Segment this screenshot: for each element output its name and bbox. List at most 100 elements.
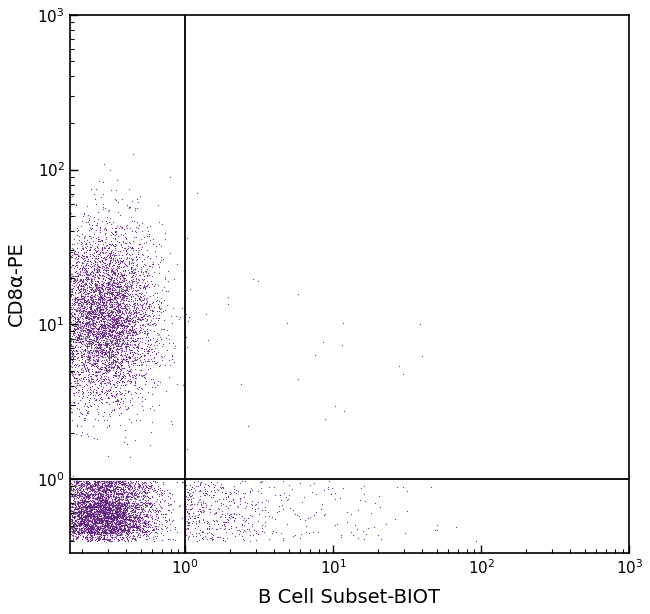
Point [1,383,12,393]
Point [76,488,86,498]
Point [102,386,112,395]
Point [89,292,99,301]
Point [118,524,129,534]
Point [74,360,85,370]
Point [77,293,88,303]
Point [111,328,122,338]
Point [43,336,53,346]
Point [83,480,94,489]
Point [133,313,144,322]
Point [77,376,87,386]
Point [95,270,105,280]
Point [142,276,153,286]
Point [60,368,70,378]
Point [96,500,106,510]
Point [112,491,123,500]
Point [106,362,116,372]
Point [86,510,97,520]
Point [93,527,103,537]
Point [12,252,22,262]
Point [61,306,72,316]
Point [99,502,109,512]
Point [91,394,101,404]
Point [118,274,129,284]
Point [64,373,75,383]
Point [137,303,148,313]
Point [192,188,202,198]
Point [136,491,146,500]
Point [112,290,123,300]
Point [125,371,135,381]
Point [119,290,129,300]
Point [84,376,94,386]
Point [101,502,112,512]
Point [119,498,129,508]
Point [122,487,133,497]
Point [142,527,152,537]
Point [122,333,133,343]
Point [16,503,27,513]
Point [116,268,126,278]
Point [291,510,302,519]
Point [111,313,122,322]
Point [359,534,369,543]
Point [64,262,74,271]
Point [256,523,266,533]
Point [90,306,100,316]
Point [77,257,87,267]
Point [92,527,103,537]
Point [34,381,45,391]
Point [98,494,109,504]
Point [103,260,114,270]
Point [117,312,127,322]
Point [116,239,126,249]
Point [71,373,81,383]
Point [132,316,142,325]
Point [116,491,126,500]
Point [143,354,153,364]
Point [166,354,177,364]
Point [122,528,132,538]
Point [87,267,98,277]
Point [101,484,111,494]
Point [25,317,36,327]
Point [140,491,150,501]
Point [138,486,149,496]
Point [114,277,125,287]
Point [70,332,80,342]
Point [99,505,110,515]
Point [160,228,170,238]
Point [69,346,79,356]
Point [73,489,84,499]
Point [66,521,77,531]
Point [121,260,131,270]
Point [66,304,76,314]
Point [10,248,20,258]
Point [103,278,114,287]
Point [120,333,131,343]
Point [130,509,140,519]
Point [110,335,120,345]
Point [136,513,147,523]
Point [115,314,125,324]
Point [107,294,118,304]
Point [229,509,239,519]
Point [245,510,255,520]
Point [103,480,113,489]
Point [135,370,146,380]
Point [129,518,140,528]
Point [53,313,64,323]
Point [107,319,118,329]
Point [75,489,86,499]
Point [112,513,122,523]
Point [115,281,125,291]
Point [18,282,28,292]
Point [19,498,29,508]
Point [28,391,38,401]
Point [57,499,67,509]
Point [225,509,235,519]
Point [156,528,166,538]
Point [77,534,87,544]
Point [87,508,98,518]
Point [227,528,238,538]
